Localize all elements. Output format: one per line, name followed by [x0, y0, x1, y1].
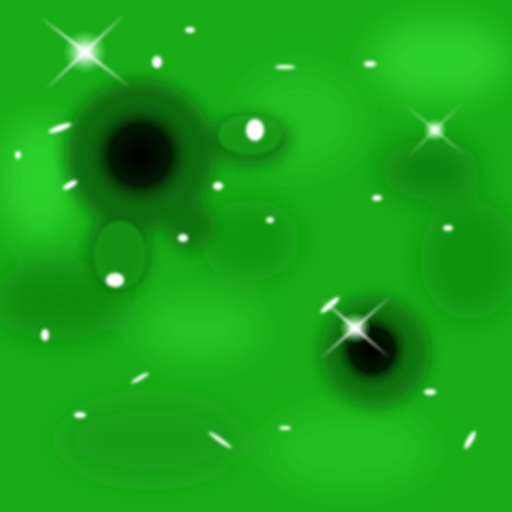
- sparkles: [40, 14, 465, 360]
- pit: [320, 297, 430, 407]
- shading: [0, 20, 512, 490]
- splat: [65, 80, 290, 290]
- highlights: [15, 27, 476, 449]
